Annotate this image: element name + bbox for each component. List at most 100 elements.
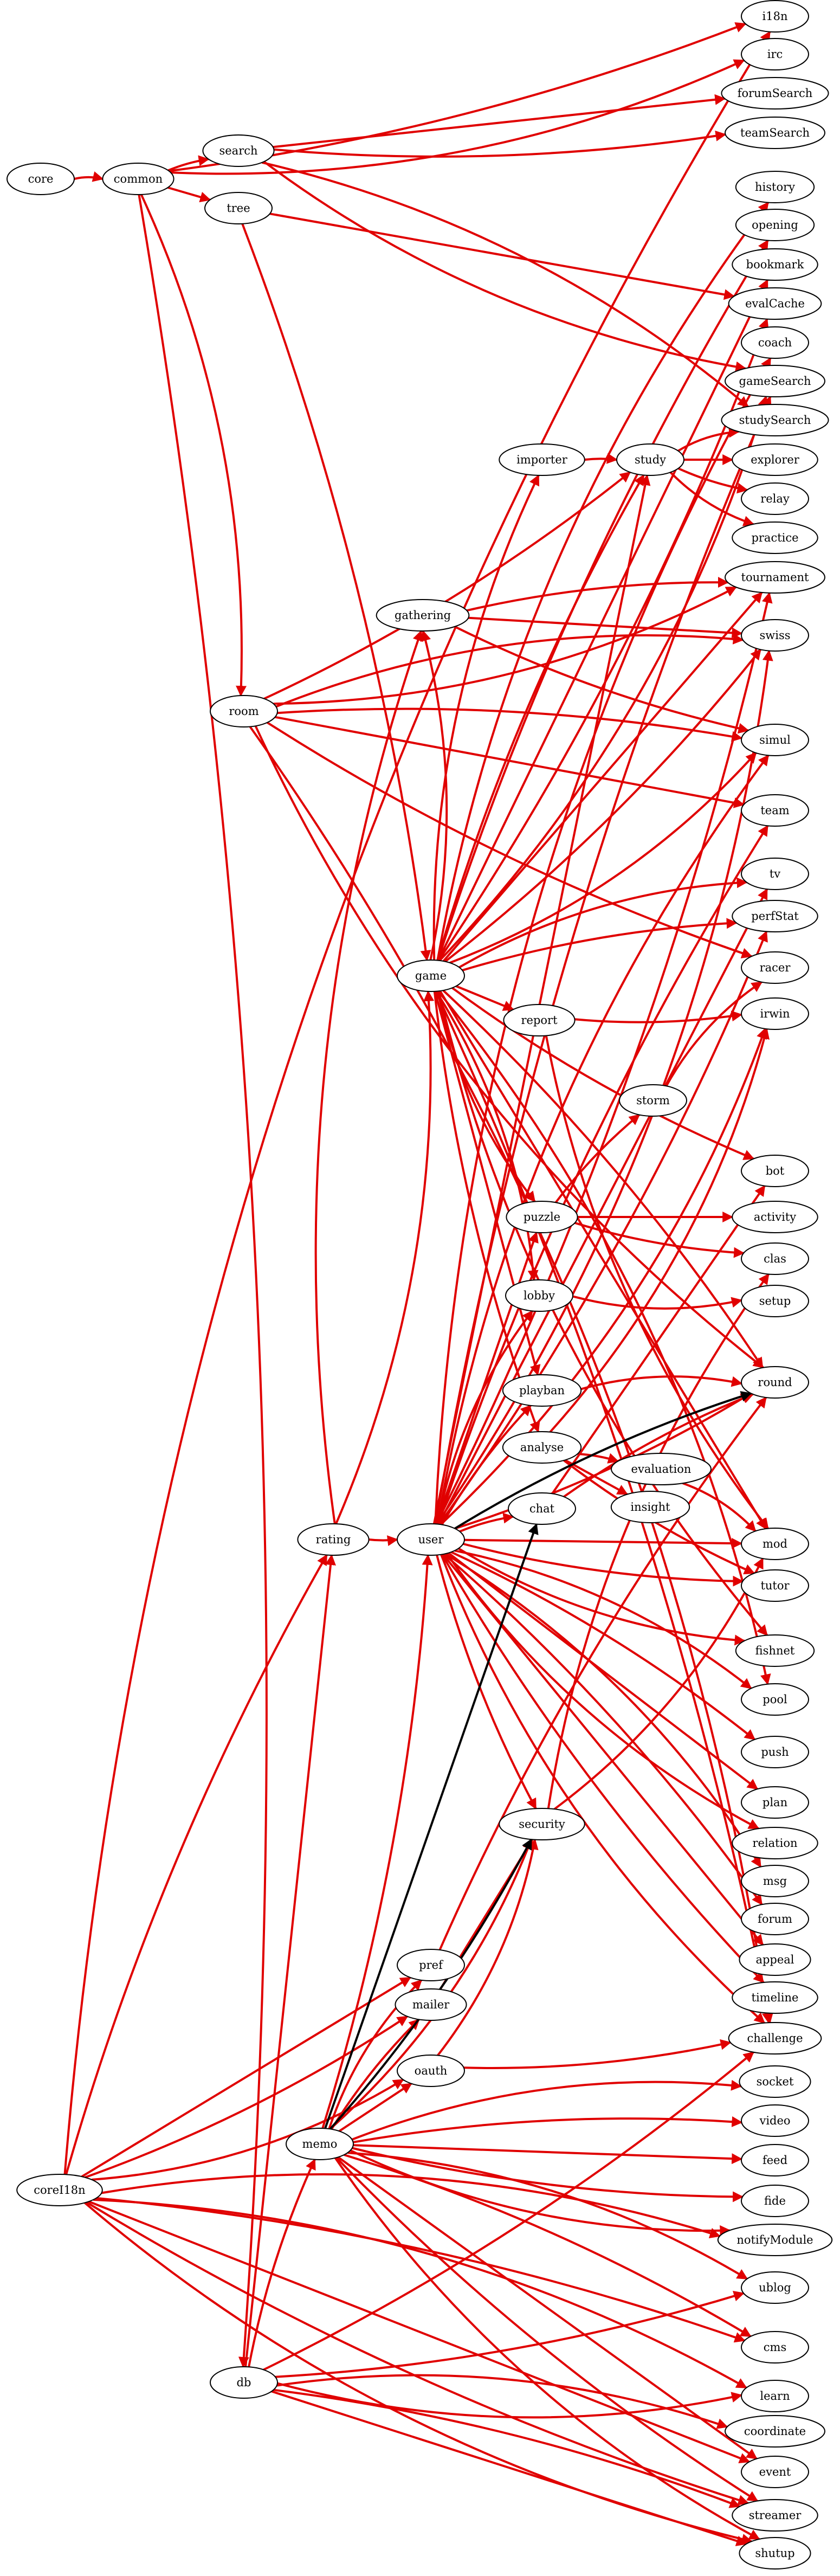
node-label: video xyxy=(759,2114,790,2127)
node-label: i18n xyxy=(763,10,788,23)
edge-game-to-report xyxy=(455,985,514,1011)
node-label: opening xyxy=(752,218,798,231)
node-label: game xyxy=(415,969,447,982)
node-ellipse xyxy=(506,1201,578,1233)
node-bot: bot xyxy=(741,1155,809,1187)
edge-game-to-gameSearch xyxy=(438,395,768,962)
node-ellipse xyxy=(397,1949,465,1981)
edge-room-to-simul xyxy=(277,707,743,742)
node-puzzle: puzzle xyxy=(506,1201,578,1233)
node-importer: importer xyxy=(499,443,585,476)
node-ellipse xyxy=(297,1523,370,1556)
edge-core-to-common xyxy=(74,171,104,182)
edge-game-to-fishnet xyxy=(437,990,768,1637)
node-ellipse xyxy=(502,1374,582,1407)
edge-memo-to-event xyxy=(337,2156,758,2460)
node-label: room xyxy=(229,705,259,718)
edge-search-to-forumSearch xyxy=(273,94,726,149)
node-layer: core common search tree i18n irc forumSearch te… xyxy=(7,0,833,2569)
edge-coreI18n-to-notifyModule xyxy=(101,2173,721,2239)
node-ellipse xyxy=(397,1523,465,1556)
node-label: gathering xyxy=(395,609,451,622)
edge-game-to-evalCache xyxy=(437,318,769,961)
node-ellipse xyxy=(739,2065,811,2098)
node-oauth: oauth xyxy=(397,2055,465,2087)
node-core: core xyxy=(7,163,75,195)
node-mailer: mailer xyxy=(395,1988,467,2021)
node-analyse: analyse xyxy=(502,1431,582,1464)
node-relay: relay xyxy=(741,482,809,515)
node-tv: tv xyxy=(741,858,809,890)
node-label: perfStat xyxy=(751,910,799,923)
node-label: mod xyxy=(763,1537,787,1550)
node-fishnet: fishnet xyxy=(735,1634,815,1667)
node-forumSearch: forumSearch xyxy=(721,77,829,110)
edge-db-to-streamer xyxy=(273,2388,741,2508)
node-db: db xyxy=(210,2366,278,2399)
node-ellipse xyxy=(717,2224,833,2256)
node-ellipse xyxy=(735,209,815,241)
node-ellipse xyxy=(741,724,809,756)
node-room: room xyxy=(210,695,278,727)
node-insight: insight xyxy=(610,1491,690,1523)
edge-user-to-plan xyxy=(448,1552,759,1790)
node-ellipse xyxy=(741,326,809,359)
node-irc: irc xyxy=(741,38,809,70)
edge-study-to-practice xyxy=(669,471,754,526)
edge-db-to-coordinate xyxy=(276,2374,728,2429)
edge-user-to-team xyxy=(437,825,769,1525)
node-security: security xyxy=(499,1808,585,1840)
node-label: tree xyxy=(227,202,250,215)
edge-tree-to-game xyxy=(241,223,431,962)
edge-user-to-irwin xyxy=(440,1027,767,1525)
node-relation: relation xyxy=(732,1827,818,1859)
node-ellipse xyxy=(725,561,825,594)
node-label: push xyxy=(761,1746,789,1759)
node-label: ublog xyxy=(759,2281,791,2294)
node-plan: plan xyxy=(741,1786,809,1819)
edge-security-to-clas xyxy=(547,1273,770,1809)
edge-user-to-round xyxy=(454,1391,752,1530)
node-ellipse xyxy=(728,287,822,320)
node-storm: storm xyxy=(619,1084,687,1117)
node-coach: coach xyxy=(741,326,809,359)
node-coreI18n: coreI18n xyxy=(16,2174,103,2206)
node-ellipse xyxy=(721,77,829,110)
edge-user-to-msg xyxy=(444,1553,762,1868)
node-bookmark: bookmark xyxy=(732,248,818,281)
node-label: tournament xyxy=(741,571,810,584)
node-lobby: lobby xyxy=(505,1279,573,1312)
node-appeal: appeal xyxy=(739,1943,811,1976)
node-ellipse xyxy=(741,997,809,1030)
node-label: racer xyxy=(760,961,791,974)
node-pool: pool xyxy=(741,1683,809,1716)
node-ellipse xyxy=(741,1528,809,1560)
edge-gathering-to-simul xyxy=(454,626,749,734)
node-rating: rating xyxy=(297,1523,370,1556)
node-label: activity xyxy=(754,1210,796,1223)
node-ellipse xyxy=(616,443,684,476)
node-label: pool xyxy=(763,1693,787,1706)
edge-game-to-bookmark xyxy=(437,279,769,961)
edge-db-to-shutup xyxy=(271,2390,747,2546)
node-ellipse xyxy=(725,117,825,149)
node-label: core xyxy=(28,172,54,185)
edge-coreI18n-to-shutup xyxy=(84,2201,753,2545)
node-study: study xyxy=(616,443,684,476)
edge-common-to-db xyxy=(138,194,268,2368)
node-evalCache: evalCache xyxy=(728,287,822,320)
node-label: evalCache xyxy=(745,297,805,310)
node-label: relay xyxy=(760,492,790,505)
node-ellipse xyxy=(204,192,273,224)
edge-user-to-coach xyxy=(434,357,772,1524)
node-label: coordinate xyxy=(744,2425,806,2438)
edge-rating-to-gathering xyxy=(314,630,423,1524)
node-i18n: i18n xyxy=(741,0,809,33)
node-label: bookmark xyxy=(746,258,804,271)
edge-user-to-pool xyxy=(454,1549,752,1690)
node-label: team xyxy=(760,804,789,817)
node-practice: practice xyxy=(732,521,818,554)
edge-memo-to-fide xyxy=(352,2147,744,2203)
node-label: feed xyxy=(763,2154,787,2167)
edge-gathering-to-swiss xyxy=(468,616,743,639)
